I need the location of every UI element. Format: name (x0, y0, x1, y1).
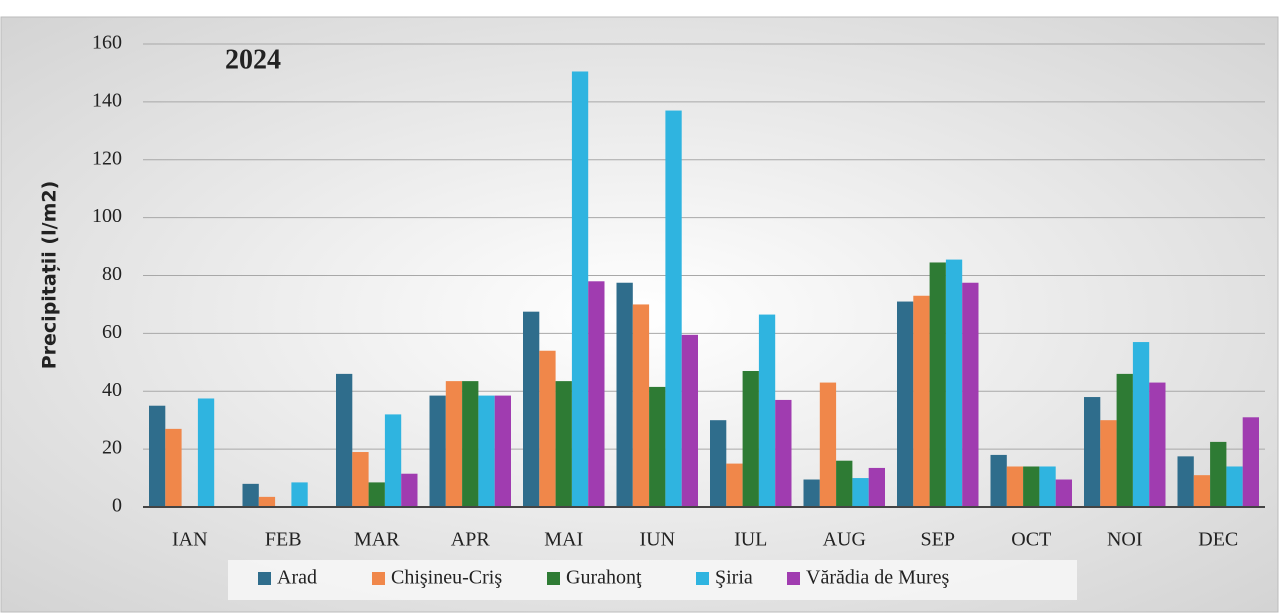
x-tick-label: IUN (639, 529, 675, 551)
bar (710, 420, 727, 507)
bar (836, 460, 853, 507)
bar (990, 454, 1007, 507)
legend-swatch (547, 572, 560, 585)
bar (929, 262, 946, 507)
y-tick-label: 140 (92, 89, 122, 111)
legend-label: Chişineu-Criş (391, 567, 502, 589)
bar (1023, 466, 1040, 507)
bar (868, 467, 885, 507)
bar (632, 304, 650, 507)
bar (478, 395, 495, 507)
bar (165, 428, 182, 507)
legend-swatch (787, 572, 800, 585)
legend-box (228, 560, 1077, 600)
x-tick-label: IAN (172, 529, 208, 551)
bar (1177, 456, 1194, 507)
bar (1100, 420, 1117, 507)
bar (571, 71, 589, 507)
bar (539, 350, 556, 507)
bar (616, 282, 633, 507)
legend-label: Arad (277, 567, 317, 589)
bar (1132, 342, 1150, 507)
bar (384, 414, 402, 507)
bar (1039, 466, 1056, 507)
chart-title: 2024 (225, 44, 281, 75)
y-tick-label: 160 (92, 32, 122, 54)
y-tick-label: 60 (102, 321, 122, 343)
bar (1084, 397, 1101, 507)
legend-swatch (696, 572, 709, 585)
legend-label: Vărădia de Mureş (806, 567, 949, 589)
y-tick-label: 120 (92, 147, 122, 169)
legend-swatch (372, 572, 385, 585)
x-tick-label: FEB (265, 529, 302, 551)
bar (852, 478, 869, 507)
x-tick-label: IUL (734, 529, 767, 551)
y-tick-label: 40 (102, 379, 122, 401)
bar (945, 259, 963, 507)
bar (681, 334, 698, 507)
bar (775, 399, 792, 507)
x-tick-label: SEP (921, 529, 955, 551)
y-tick-label: 20 (102, 437, 122, 459)
bar (1055, 479, 1072, 507)
bar (649, 386, 666, 507)
bar (962, 282, 979, 507)
bar (726, 463, 743, 507)
y-axis-label: Precipitații (l/m2) (39, 181, 61, 370)
bar (555, 381, 572, 507)
bar (352, 452, 369, 507)
bar (197, 398, 215, 507)
bar (897, 301, 914, 507)
bar (803, 479, 820, 507)
bar (819, 382, 837, 507)
bar (462, 381, 479, 507)
bar (242, 483, 259, 507)
legend-label: Şiria (715, 567, 753, 589)
x-tick-label: AUG (823, 529, 866, 551)
bar (336, 373, 353, 507)
x-tick-label: MAR (354, 529, 400, 551)
bar (401, 473, 418, 507)
bar (149, 405, 166, 507)
y-tick-label: 100 (92, 205, 122, 227)
bar (758, 314, 776, 507)
bar (1242, 417, 1259, 507)
legend-label: Gurahonţ (566, 567, 642, 589)
bar (1149, 382, 1166, 507)
bar (1226, 466, 1243, 507)
bar (368, 482, 385, 507)
x-tick-label: OCT (1011, 529, 1051, 551)
bar (445, 381, 463, 507)
x-tick-label: APR (451, 529, 491, 551)
bar (913, 295, 930, 507)
bar (588, 281, 605, 507)
bar (665, 110, 682, 508)
bar (1210, 441, 1227, 507)
x-tick-label: DEC (1198, 529, 1238, 551)
x-tick-label: MAI (544, 529, 583, 551)
bar (494, 395, 511, 507)
bar (1006, 466, 1024, 507)
bar (1116, 373, 1133, 507)
bar (429, 395, 446, 507)
bar (258, 496, 276, 507)
x-tick-label: NOI (1107, 529, 1143, 551)
legend-swatch (258, 572, 271, 585)
bar (1193, 475, 1211, 507)
bar (742, 370, 759, 507)
y-tick-label: 0 (112, 495, 122, 517)
bar (523, 311, 540, 507)
bar (291, 482, 308, 507)
y-tick-label: 80 (102, 263, 122, 285)
